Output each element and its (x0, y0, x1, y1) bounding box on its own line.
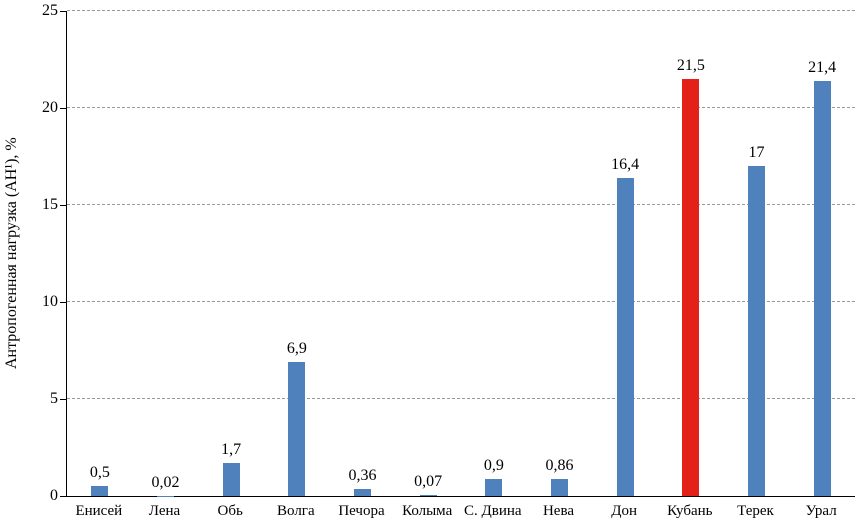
y-axis-tickmark (60, 399, 66, 400)
gridline (67, 398, 855, 399)
bar-value-label: 21,4 (808, 58, 837, 76)
y-axis-tickmark (60, 205, 66, 206)
y-axis-tickmark (60, 496, 66, 497)
gridline (67, 204, 855, 205)
bar (748, 166, 765, 496)
bar (354, 489, 371, 496)
x-axis-category-label: Обь (217, 503, 243, 519)
y-axis: 0 5 10 15 20 25 (0, 2, 58, 504)
x-axis-category-label: Нева (542, 503, 574, 519)
bar (419, 494, 437, 496)
gridline (67, 301, 855, 302)
y-axis-tick-label: 20 (42, 99, 58, 116)
y-axis-tick-label: 5 (50, 390, 58, 407)
bar-value-label: 21,5 (676, 56, 705, 74)
x-axis-category-label: С. Двина (464, 503, 522, 519)
y-axis-tickmark (60, 11, 66, 12)
bar (551, 479, 568, 496)
y-axis-tick-label: 25 (42, 2, 58, 19)
bar-value-label: 0,02 (151, 473, 180, 491)
y-axis-tick-label: 0 (50, 487, 58, 504)
bar-value-label: 16,4 (611, 155, 640, 173)
bar (485, 478, 503, 496)
bar (222, 463, 240, 496)
y-axis-tick-label: 15 (42, 196, 58, 213)
x-axis-category-label: Енисей (75, 503, 123, 519)
bar-value-label: 0,5 (89, 464, 110, 482)
x-axis-category-label: Дон (611, 503, 638, 519)
bar-value-label: 0,86 (545, 457, 574, 475)
gridline (67, 107, 855, 108)
bar-value-label: 17 (748, 144, 765, 162)
bar-value-label: 0,07 (414, 472, 443, 490)
gridline (67, 10, 855, 11)
bar-value-label: 1,7 (221, 441, 242, 459)
bar-value-label: 0,36 (348, 467, 377, 485)
bar-highlight (682, 78, 700, 496)
x-axis-category-label: Урал (805, 503, 837, 519)
y-axis-tick-label: 10 (42, 293, 58, 310)
bar (288, 362, 306, 496)
x-axis-category-label: Колыма (402, 503, 453, 519)
bar (813, 80, 831, 496)
bar-value-label: 0,9 (483, 456, 504, 474)
x-axis: Енисей Лена Обь Волга Печора Колыма С. Двина Не… (66, 503, 854, 525)
x-axis-category-label: Лена (148, 503, 181, 519)
x-axis-category-label: Печора (338, 503, 385, 519)
y-axis-tickmark (60, 302, 66, 303)
bar (616, 177, 634, 496)
bar (91, 486, 109, 496)
x-axis-category-label: Терек (737, 503, 774, 519)
bar-value-label: 6,9 (286, 340, 307, 358)
y-axis-tickmark (60, 108, 66, 109)
x-axis-category-label: Волга (277, 503, 315, 519)
x-axis-category-label: Кубань (667, 503, 713, 519)
plot-area: 0,5 0,02 1,7 6,9 0,36 0,07 0,9 0,86 16,4 21,5 17 21… (66, 10, 855, 497)
